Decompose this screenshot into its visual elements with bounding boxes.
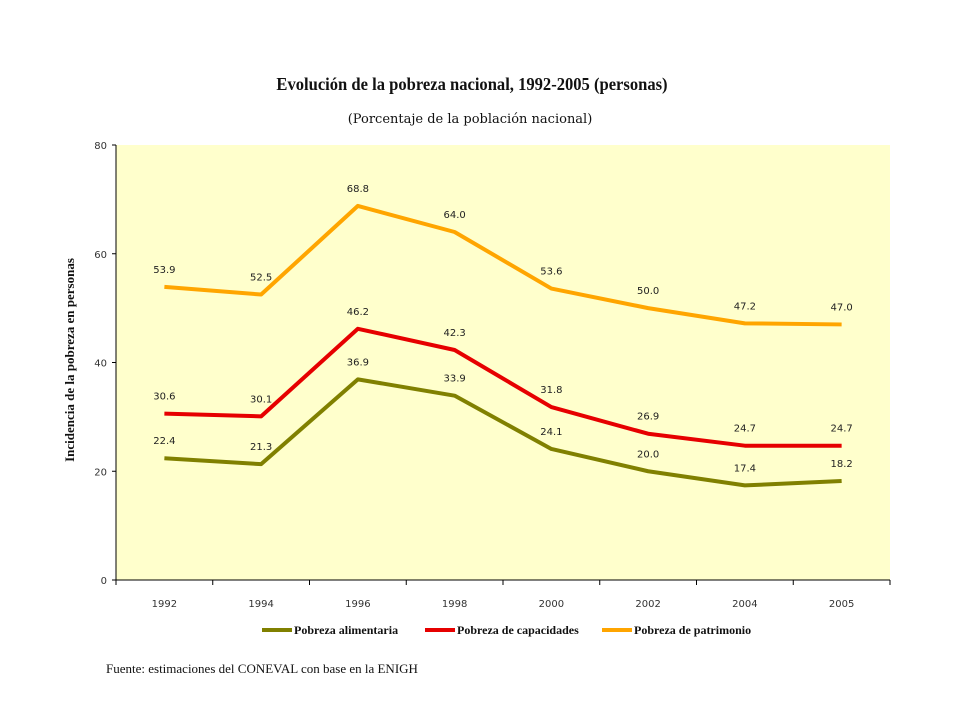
data-label: 17.4 xyxy=(734,463,756,474)
y-tick-label: 80 xyxy=(94,141,107,152)
legend-item-2: Pobreza de capacidades xyxy=(425,623,579,637)
data-label: 20.0 xyxy=(637,449,659,460)
x-tick-label: 1996 xyxy=(345,599,370,610)
y-tick-label: 0 xyxy=(101,576,107,587)
data-label: 24.7 xyxy=(830,424,852,435)
legend-item-3: Pobreza de patrimonio xyxy=(602,623,751,637)
data-label: 68.8 xyxy=(347,184,369,195)
data-label: 18.2 xyxy=(830,459,852,470)
y-tick-label: 20 xyxy=(94,467,107,478)
series-line xyxy=(164,203,842,327)
data-label: 47.0 xyxy=(830,302,852,313)
data-label: 21.3 xyxy=(250,442,272,453)
data-label: 53.6 xyxy=(540,267,562,278)
x-tick-label: 2004 xyxy=(732,599,757,610)
data-label: 50.0 xyxy=(637,286,659,297)
x-tick-label: 1994 xyxy=(248,599,273,610)
series-1: 22.4 21.3 36.9 33.9 24.1 20.0 17.4 18.2 xyxy=(153,357,853,488)
legend-label: Pobreza alimentaria xyxy=(294,623,398,637)
x-tick-label: 1998 xyxy=(442,599,467,610)
chart-title: Evolución de la pobreza nacional, 1992-2… xyxy=(276,74,668,94)
legend-label: Pobreza de capacidades xyxy=(457,623,579,637)
data-label: 24.1 xyxy=(540,427,562,438)
legend-item-1: Pobreza alimentaria xyxy=(262,623,398,637)
plot-background xyxy=(116,145,890,580)
series-3: 53.9 52.5 68.8 64.0 53.6 50.0 47.2 47.0 xyxy=(153,184,853,327)
data-label: 31.8 xyxy=(540,385,562,396)
data-label: 26.9 xyxy=(637,412,659,423)
series-2: 30.6 30.1 46.2 42.3 31.8 26.9 24.7 24.7 xyxy=(153,307,853,448)
data-label: 42.3 xyxy=(443,328,465,339)
data-label: 24.7 xyxy=(734,424,756,435)
data-label: 53.9 xyxy=(153,265,175,276)
x-tick-label: 2002 xyxy=(635,599,660,610)
data-label: 36.9 xyxy=(347,357,369,368)
x-tick-label: 2000 xyxy=(539,599,564,610)
series-layer: 22.4 21.3 36.9 33.9 24.1 20.0 17.4 18.2 30.6 30.1… xyxy=(153,184,853,488)
series-line xyxy=(164,377,842,488)
data-label: 52.5 xyxy=(250,273,272,284)
chart-subtitle: (Porcentaje de la población nacional) xyxy=(347,112,593,127)
legend-label: Pobreza de patrimonio xyxy=(634,623,751,637)
data-label: 30.1 xyxy=(250,394,272,405)
source-note: Fuente: estimaciones del CONEVAL con bas… xyxy=(106,661,418,676)
y-tick-label: 60 xyxy=(94,250,107,261)
x-tick-label: 1992 xyxy=(152,599,177,610)
data-label: 46.2 xyxy=(347,307,369,318)
legend: Pobreza alimentaria Pobreza de capacidade… xyxy=(262,623,751,637)
y-tick-label: 40 xyxy=(94,359,107,370)
data-label: 33.9 xyxy=(443,374,465,385)
data-label: 30.6 xyxy=(153,392,175,403)
data-label: 47.2 xyxy=(734,301,756,312)
x-tick-label: 2005 xyxy=(829,599,854,610)
data-label: 64.0 xyxy=(443,210,465,221)
data-label: 22.4 xyxy=(153,436,175,447)
series-line xyxy=(164,326,842,448)
plot-area: 0 20 40 60 80 1992 1994 1996 1998 2000 2002 2004 200… xyxy=(94,141,891,610)
